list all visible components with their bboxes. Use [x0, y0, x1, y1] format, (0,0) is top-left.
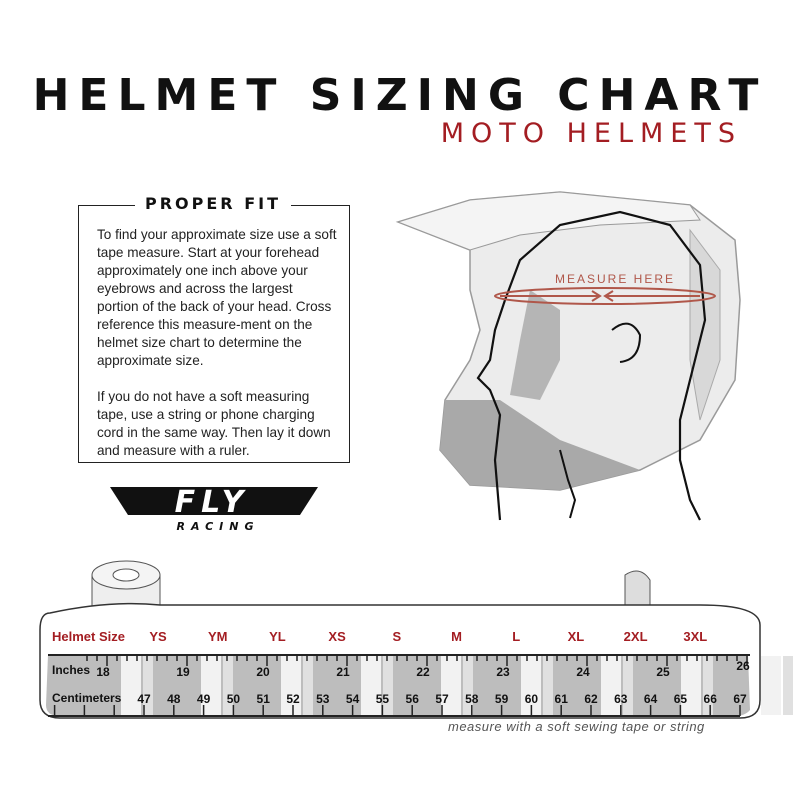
- cm-label: 56: [406, 692, 420, 706]
- tape-stripe: [623, 656, 633, 715]
- measuring-tape: [39, 560, 793, 719]
- tape-stripe: [361, 656, 381, 715]
- inch-label: 19: [176, 665, 190, 679]
- tape-stripe: [783, 656, 793, 715]
- size-label: YM: [208, 629, 228, 644]
- cm-label: 50: [227, 692, 241, 706]
- size-row-label: Helmet Size: [52, 629, 125, 644]
- cm-label: 61: [555, 692, 569, 706]
- tape-stripe: [383, 656, 393, 715]
- cm-label: 58: [465, 692, 479, 706]
- inch-label: 22: [416, 665, 430, 679]
- size-label: 3XL: [683, 629, 707, 644]
- cm-label: 55: [376, 692, 390, 706]
- inches-row-label: Inches: [52, 663, 90, 677]
- tape-stripe: [681, 656, 701, 715]
- cm-label: 64: [644, 692, 658, 706]
- proper-fit-paragraph: To find your approximate size use a soft…: [97, 227, 337, 368]
- size-label: 2XL: [624, 629, 648, 644]
- size-label: YS: [149, 629, 167, 644]
- cm-row-label: Centimeters: [52, 691, 122, 705]
- size-label: M: [451, 629, 462, 644]
- proper-fit-text: To find your approximate size use a soft…: [97, 226, 337, 478]
- proper-fit-heading: PROPER FIT: [135, 194, 291, 213]
- fly-racing-logo: FLY RACING: [110, 485, 318, 533]
- tape-stripe: [761, 656, 781, 715]
- tape-stripe: [521, 656, 541, 715]
- inch-label: 18: [96, 665, 110, 679]
- tape-stripe: [601, 656, 621, 715]
- cm-label: 59: [495, 692, 509, 706]
- tape-stripe: [281, 656, 301, 715]
- measure-here-label: MEASURE HERE: [555, 272, 675, 286]
- inch-label: 24: [576, 665, 590, 679]
- tape-stripe: [303, 656, 313, 715]
- page-title: HELMET SIZING CHART: [32, 70, 768, 121]
- cm-label: 51: [257, 692, 271, 706]
- cm-label: 62: [584, 692, 598, 706]
- cm-label: 57: [435, 692, 449, 706]
- cm-label: 65: [674, 692, 688, 706]
- inch-label: 20: [256, 665, 270, 679]
- tape-stripe: [201, 656, 221, 715]
- page-subtitle: MOTO HELMETS: [440, 118, 742, 149]
- tape-stripe: [143, 656, 153, 715]
- cm-label: 54: [346, 692, 360, 706]
- helmet-icon: [395, 191, 741, 521]
- tape-stripe: [543, 656, 553, 715]
- tape-stripe: [121, 656, 141, 715]
- size-label: L: [512, 629, 520, 644]
- cm-label: 63: [614, 692, 628, 706]
- size-label: S: [392, 629, 401, 644]
- size-label: YL: [269, 629, 286, 644]
- proper-fit-box: PROPER FIT To find your approximate size…: [78, 194, 350, 463]
- logo-subtext: RACING: [176, 520, 259, 533]
- cm-label: 49: [197, 692, 211, 706]
- cm-label: 67: [733, 692, 747, 706]
- size-label: XS: [328, 629, 346, 644]
- inch-label: 23: [496, 665, 510, 679]
- cm-label: 53: [316, 692, 330, 706]
- tape-stripe: [223, 656, 233, 715]
- tape-stripe: [441, 656, 461, 715]
- inch-label: 25: [656, 665, 670, 679]
- tape-stripe: [463, 656, 473, 715]
- proper-fit-paragraph: If you do not have a soft measuring tape…: [97, 389, 331, 458]
- cm-label: 47: [137, 692, 151, 706]
- size-label: XL: [568, 629, 585, 644]
- cm-label: 52: [286, 692, 300, 706]
- tape-caption: measure with a soft sewing tape or strin…: [448, 719, 705, 734]
- cm-label: 48: [167, 692, 181, 706]
- cm-label: 66: [704, 692, 718, 706]
- cm-label: 60: [525, 692, 539, 706]
- inch-label: 26: [736, 659, 750, 673]
- logo-text: FLY: [175, 485, 250, 520]
- inch-label: 21: [336, 665, 350, 679]
- tape-stripe: [703, 656, 713, 715]
